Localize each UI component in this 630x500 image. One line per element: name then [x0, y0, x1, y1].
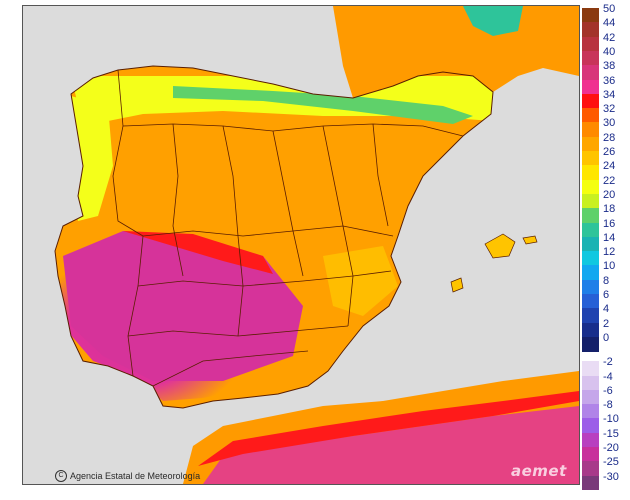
- southeast-yellow: [323, 246, 398, 316]
- legend-swatch-positive-21: [582, 308, 599, 324]
- cantabrian-green-band: [173, 86, 473, 124]
- legend-label-positive-7: 32: [603, 103, 616, 116]
- legend-swatch-positive-10: [582, 151, 599, 166]
- legend-swatch-positive-12: [582, 179, 599, 195]
- legend-swatch-positive-7: [582, 108, 599, 123]
- legend-swatch-positive-3: [582, 50, 599, 66]
- legend-label-positive-12: 22: [603, 174, 616, 187]
- legend-swatch-positive-15: [582, 222, 599, 238]
- legend-label-negative-8: -30: [603, 470, 619, 483]
- legend-swatch-negative-8: [582, 475, 599, 491]
- legend-label-negative-6: -20: [603, 442, 619, 454]
- legend-swatch-positive-11: [582, 165, 599, 181]
- legend-label-positive-1: 44: [603, 17, 616, 30]
- aemet-logo: aemet: [511, 462, 567, 480]
- legend-label-positive-20: 6: [603, 289, 610, 301]
- legend-label-positive-3: 40: [603, 45, 616, 58]
- legend-swatch-positive-18: [582, 265, 599, 281]
- legend-swatch-positive-20: [582, 294, 599, 309]
- legend-swatch-negative-7: [582, 461, 599, 477]
- southwest-red-edge: [123, 231, 273, 274]
- legend-label-positive-4: 38: [603, 60, 616, 73]
- legend-swatch-positive-9: [582, 136, 599, 152]
- legend-swatch-negative-2: [582, 389, 599, 405]
- legend-swatch-positive-19: [582, 279, 599, 295]
- legend-label-negative-7: -25: [603, 456, 619, 469]
- west-yellow-band: [71, 96, 113, 221]
- legend-swatch-negative-1: [582, 375, 599, 391]
- legend-swatch-negative-0: [582, 361, 599, 376]
- legend-swatch-positive-17: [582, 251, 599, 266]
- legend-label-positive-21: 4: [603, 303, 610, 316]
- legend-swatch-positive-0: [582, 8, 599, 23]
- legend-label-positive-16: 14: [603, 231, 616, 244]
- legend-label-positive-22: 2: [603, 317, 610, 330]
- region-borders: [54, 65, 494, 409]
- legend-swatch-positive-4: [582, 65, 599, 80]
- legend-label-negative-3: -8: [603, 399, 613, 412]
- legend-label-positive-17: 12: [603, 246, 616, 259]
- southwest-magenta: [63, 231, 303, 381]
- legend-label-positive-8: 30: [603, 117, 616, 130]
- credit-line: C Agencia Estatal de Meteorología: [55, 470, 200, 482]
- legend-swatch-positive-8: [582, 122, 599, 138]
- legend-swatch-positive-16: [582, 236, 599, 252]
- map-canvas: [54, 6, 579, 484]
- legend-swatch-positive-14: [582, 208, 599, 223]
- legend-label-positive-11: 24: [603, 160, 616, 173]
- legend-label-positive-2: 42: [603, 31, 616, 44]
- legend-label-negative-4: -10: [603, 413, 619, 426]
- legend-swatch-positive-22: [582, 322, 599, 338]
- legend-swatch-positive-2: [582, 36, 599, 52]
- credit-text: Agencia Estatal de Meteorología: [70, 471, 201, 481]
- legend-label-positive-23: 0: [603, 331, 610, 344]
- legend-swatch-negative-4: [582, 418, 599, 434]
- menorca: [522, 235, 538, 245]
- legend-swatch-negative-3: [582, 404, 599, 419]
- legend-swatch-positive-23: [582, 336, 599, 352]
- legend-label-positive-9: 28: [603, 131, 616, 144]
- legend-label-positive-13: 20: [603, 188, 616, 201]
- legend-swatch-positive-13: [582, 193, 599, 209]
- legend-label-negative-1: -4: [603, 370, 613, 383]
- legend-label-positive-5: 36: [603, 74, 616, 87]
- temperature-legend: 50 44 42 40 38 36 34 32 30 28 26 24 22 20 18 16 14 12 10 8 6…: [582, 4, 628, 491]
- temperature-map: C Agencia Estatal de Meteorología aemet: [22, 5, 580, 485]
- legend-swatch-positive-1: [582, 22, 599, 38]
- legend-swatch-negative-6: [582, 447, 599, 462]
- legend-label-negative-0: -2: [603, 356, 613, 369]
- mallorca: [484, 233, 516, 259]
- legend-label-positive-6: 34: [603, 88, 616, 101]
- legend-label-positive-0: 50: [603, 3, 616, 15]
- legend-label-positive-10: 26: [603, 146, 616, 158]
- ibiza: [450, 277, 464, 293]
- legend-swatch-positive-5: [582, 79, 599, 95]
- legend-label-negative-2: -6: [603, 384, 613, 397]
- pyrenees-cool-band: [463, 6, 523, 36]
- legend-swatch-positive-6: [582, 93, 599, 109]
- africa-hot-zone: [203, 406, 579, 484]
- legend-label-positive-15: 16: [603, 217, 616, 230]
- legend-label-positive-18: 10: [603, 260, 616, 273]
- legend-label-negative-5: -15: [603, 427, 619, 440]
- legend-swatch-negative-5: [582, 432, 599, 448]
- legend-label-positive-14: 18: [603, 203, 616, 216]
- africa-red-band: [198, 391, 579, 466]
- copyright-icon: C: [55, 470, 67, 482]
- legend-label-positive-19: 8: [603, 274, 610, 287]
